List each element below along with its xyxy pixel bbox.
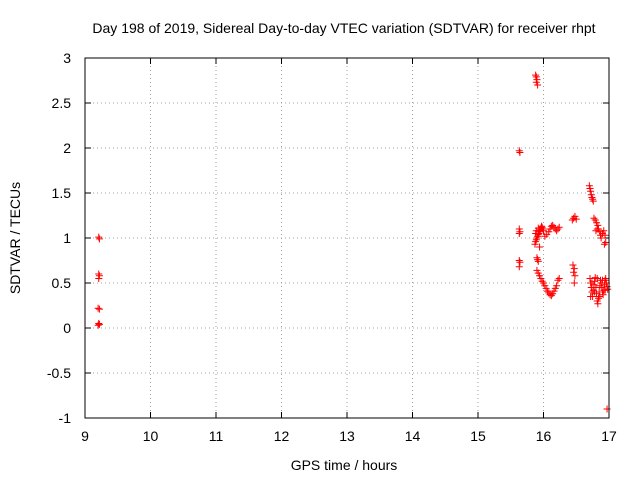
data-point: [589, 195, 597, 203]
x-tick-label: 14: [405, 428, 421, 444]
data-point: [601, 286, 609, 294]
data-point: [554, 276, 562, 284]
data-point: [516, 149, 524, 156]
data-point: [586, 275, 594, 282]
data-point: [515, 147, 523, 155]
data-point: [588, 279, 596, 287]
data-point: [591, 288, 599, 296]
data-point: [95, 235, 103, 243]
data-point: [540, 227, 547, 235]
data-point: [95, 320, 103, 327]
data-point: [597, 234, 605, 242]
data-point: [571, 272, 579, 280]
data-point: [602, 275, 610, 282]
data-point: [94, 321, 102, 329]
data-point: [602, 239, 610, 246]
x-axis-label: GPS time / hours: [291, 457, 398, 473]
data-point: [594, 221, 602, 229]
data-point: [555, 223, 563, 231]
data-point: [515, 263, 523, 271]
x-tick-label: 15: [470, 428, 486, 444]
data-point: [539, 225, 547, 233]
y-tick-label: 2.5: [52, 95, 72, 111]
data-point: [593, 275, 601, 282]
x-tick-label: 13: [339, 428, 355, 444]
data-point: [515, 257, 523, 264]
data-point: [587, 187, 595, 195]
data-point: [589, 197, 597, 205]
data-point: [534, 224, 542, 232]
data-point: [538, 223, 546, 231]
y-tick-label: 0.5: [52, 275, 72, 291]
data-point: [555, 275, 563, 282]
data-point: [549, 221, 557, 229]
data-point: [590, 214, 598, 222]
x-tick-label: 12: [274, 428, 290, 444]
chart-title: Day 198 of 2019, Sidereal Day-to-day VTE…: [92, 20, 595, 36]
data-point: [570, 265, 578, 273]
data-point: [95, 233, 103, 241]
data-point: [532, 236, 540, 244]
x-tick-label: 9: [81, 428, 89, 444]
data-point: [94, 304, 102, 312]
data-point: [593, 225, 601, 233]
y-tick-label: 1: [63, 230, 71, 246]
x-tick-label: 16: [536, 428, 552, 444]
axis-ticks: 9 10 11 12 13 14 15 16 17 -1 -0.5 0 0.5 1 1.5 2 2.5 3: [47, 50, 617, 444]
y-tick-label: 2: [63, 140, 71, 156]
data-point: [570, 279, 578, 287]
data-point: [553, 282, 561, 290]
data-point: [538, 277, 546, 285]
data-point: [553, 227, 561, 235]
data-point: [600, 227, 608, 235]
x-tick-label: 17: [601, 428, 617, 444]
data-point: [570, 268, 578, 276]
data-point: [534, 257, 542, 265]
data-point: [588, 194, 596, 201]
data-point: [547, 292, 555, 300]
y-tick-label: -0.5: [47, 365, 71, 381]
grid-lines: [85, 58, 609, 418]
x-tick-label: 10: [143, 428, 159, 444]
data-point: [536, 243, 544, 251]
data-point: [600, 240, 608, 248]
data-point: [534, 256, 542, 264]
data-point: [598, 276, 606, 284]
data-point: [595, 294, 603, 302]
data-point: [543, 287, 551, 295]
x-tick-label: 11: [209, 428, 224, 444]
data-point: [533, 254, 541, 262]
data-point: [587, 293, 595, 300]
data-point: [95, 320, 103, 328]
y-tick-label: 1.5: [52, 185, 72, 201]
data-point: [532, 238, 540, 246]
y-tick-label: 0: [63, 320, 71, 336]
data-point: [95, 305, 103, 313]
plot-frame: [84, 57, 610, 419]
y-tick-label: 3: [63, 50, 71, 66]
data-point: [569, 261, 577, 269]
data-point: [592, 284, 600, 291]
data-points: [94, 71, 612, 413]
data-point: [592, 227, 600, 235]
data-point: [533, 234, 541, 242]
data-point: [599, 291, 607, 299]
data-point: [596, 293, 604, 300]
y-axis-label: SDTVAR / TECUs: [7, 182, 23, 294]
y-tick-label: -1: [59, 410, 72, 426]
data-point: [532, 71, 540, 79]
data-point: [568, 216, 576, 224]
data-point: [594, 300, 602, 308]
data-point: [516, 228, 524, 236]
data-point: [516, 258, 524, 266]
data-point: [515, 230, 523, 237]
data-point: [95, 275, 103, 282]
data-point: [534, 81, 542, 89]
data-point: [601, 231, 609, 239]
data-point: [554, 225, 562, 233]
data-point: [572, 215, 580, 223]
